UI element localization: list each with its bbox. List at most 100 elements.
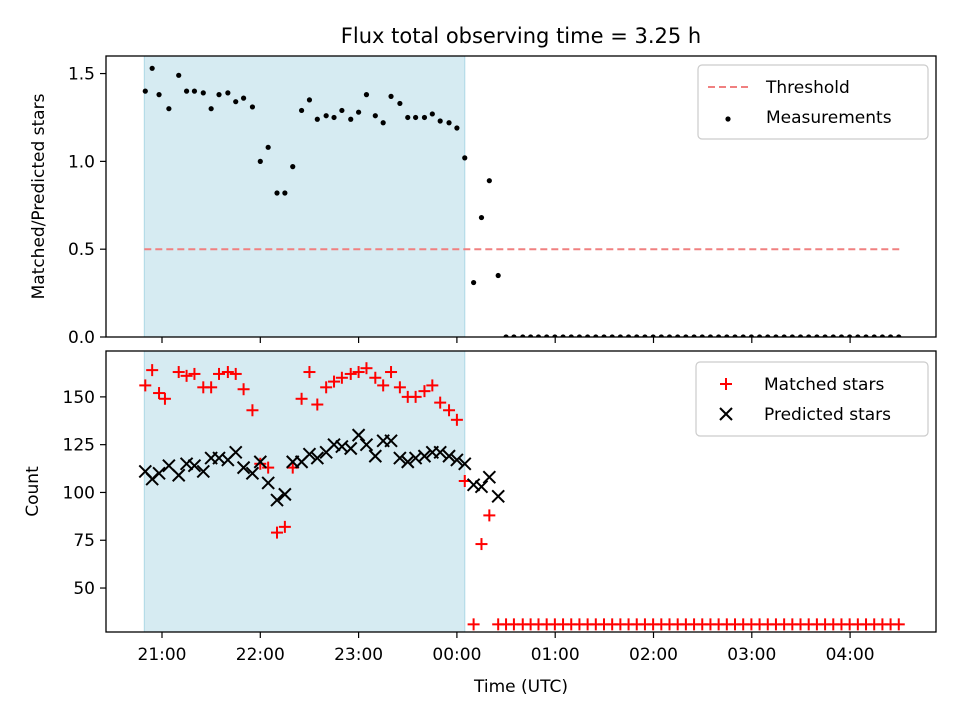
predicted-star-point	[482, 470, 497, 484]
matched-star-point	[278, 520, 291, 533]
predicted-star-point	[172, 468, 186, 482]
x-tick-label: 04:00	[826, 645, 875, 665]
matched-star-point	[467, 618, 480, 631]
measurement-point	[363, 92, 370, 98]
measurement-point	[249, 104, 256, 110]
measurement-point	[380, 120, 386, 126]
measurement-point	[405, 114, 411, 121]
measurement-point	[274, 190, 280, 196]
predicted-star-point	[450, 453, 464, 467]
measurement-point	[257, 158, 263, 164]
measurement-point	[413, 114, 419, 121]
matched-star-point	[221, 366, 234, 379]
measurement-point	[388, 93, 394, 99]
measurement-point	[176, 72, 182, 78]
measurement-point	[233, 99, 239, 105]
x-tick-label: 01:00	[531, 645, 580, 665]
measurement-point	[298, 107, 305, 114]
measurement-point	[149, 65, 155, 71]
measurement-point	[314, 116, 320, 122]
predicted-star-point	[474, 480, 489, 494]
predicted-star-point	[196, 464, 210, 479]
matched-star-point	[475, 538, 488, 551]
legend-measurement-swatch	[725, 116, 731, 122]
y-tick-label: 1.5	[68, 65, 95, 85]
legend-label: Measurements	[766, 108, 892, 128]
x-tick-label: 22:00	[236, 645, 285, 665]
matched-star-point	[352, 366, 365, 379]
measurement-point	[429, 111, 435, 117]
x-axis-label: Time (UTC)	[473, 677, 568, 697]
predicted-star-point	[270, 493, 284, 507]
predicted-star-point	[245, 466, 260, 481]
matched-star-point	[180, 369, 193, 382]
measurement-point	[331, 114, 337, 121]
y-axis-label: Count	[23, 466, 43, 517]
predicted-star-point	[229, 445, 243, 460]
matched-star-point	[205, 381, 218, 394]
measurement-point	[200, 90, 206, 96]
measurement-point	[290, 164, 296, 170]
predicted-star-point	[327, 437, 341, 452]
measurement-point	[225, 90, 231, 96]
x-tick-label: 21:00	[138, 645, 187, 665]
x-tick-label: 03:00	[727, 645, 776, 665]
x-tick-label: 23:00	[334, 645, 383, 665]
legend-label: Matched stars	[764, 375, 884, 395]
measurement-point	[183, 88, 190, 94]
predicted-star-point	[152, 466, 166, 481]
matched-star-point	[262, 461, 275, 474]
matched-star-point	[213, 367, 226, 380]
matched-star-point	[360, 362, 373, 375]
predicted-star-point	[359, 437, 374, 452]
measurement-point	[156, 92, 162, 98]
predicted-star-point	[417, 449, 432, 463]
matched-star-point	[237, 383, 250, 396]
matched-star-point	[450, 413, 463, 426]
matched-star-point	[320, 381, 333, 394]
predicted-star-point	[261, 476, 275, 490]
y-tick-label: 150	[63, 388, 95, 408]
predicted-star-point	[187, 458, 202, 473]
measurement-point	[282, 190, 288, 196]
matched-star-point	[335, 371, 348, 384]
predicted-star-point	[278, 487, 292, 502]
predicted-star-point	[179, 457, 194, 471]
matched-star-point	[188, 367, 201, 380]
predicted-star-point	[393, 451, 407, 465]
y-tick-label: 100	[63, 483, 95, 503]
measurement-point	[348, 116, 354, 122]
legend-label: Predicted stars	[764, 405, 891, 425]
predicted-star-point	[310, 451, 325, 465]
observing-window-shade	[143, 350, 466, 633]
measurement-point	[323, 113, 329, 119]
axes-frame	[105, 55, 937, 338]
predicted-star-point	[253, 455, 268, 469]
measurement-point	[471, 279, 477, 286]
matched-star-point	[443, 404, 456, 417]
predicted-star-point	[368, 449, 383, 463]
measurement-point	[240, 95, 247, 101]
matched-star-point	[344, 367, 357, 380]
measurement-point	[208, 106, 214, 112]
legend-predicted-swatch	[719, 407, 733, 421]
panel-top-measurements: 0.0 0.5 1.0 1.5 Matched/Predicted stars Thres…	[29, 55, 937, 348]
matched-star-point	[328, 375, 341, 388]
matched-star-point	[426, 379, 439, 392]
measurement-point	[437, 118, 443, 124]
x-tick-label: 02:00	[629, 645, 678, 665]
predicted-star-point	[491, 489, 505, 503]
matched-star-point	[254, 457, 267, 470]
observing-window-shade	[143, 55, 466, 338]
matched-star-point	[892, 618, 905, 631]
y-tick-label: 1.0	[68, 152, 95, 172]
measurement-point	[265, 144, 271, 150]
y-tick-label: 0.0	[68, 328, 95, 348]
matched-star-point	[385, 366, 398, 379]
predicted-star-point	[344, 441, 358, 456]
legend-box	[697, 64, 929, 140]
matched-star-point	[246, 404, 259, 417]
x-tick-label: 00:00	[432, 645, 481, 665]
measurement-point	[142, 88, 148, 94]
